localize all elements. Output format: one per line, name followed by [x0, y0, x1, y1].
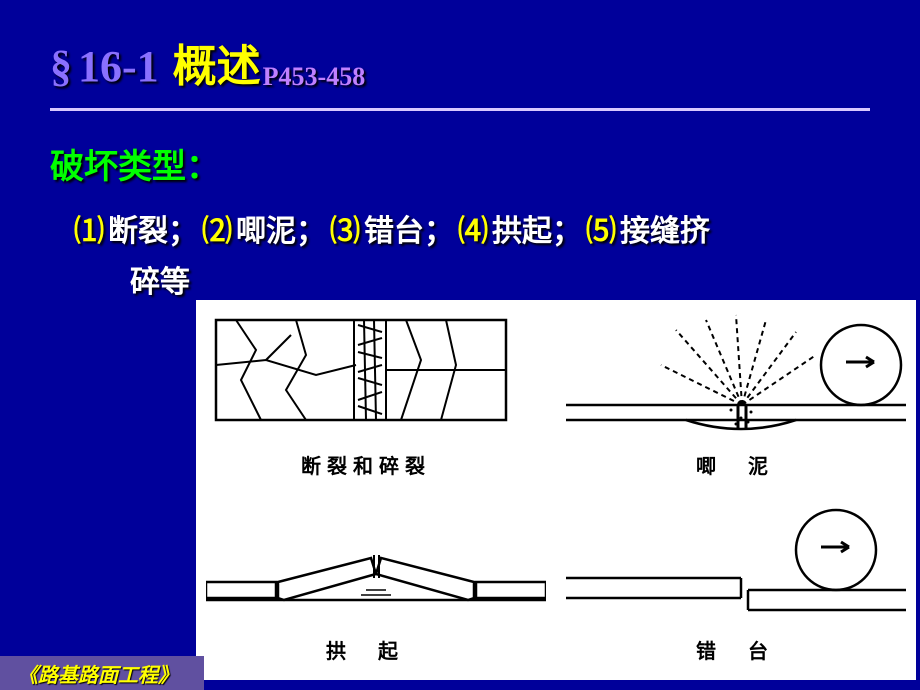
type-num-5: ⑸ — [586, 215, 616, 248]
types-list: ⑴ 断裂； ⑵ 唧泥； ⑶ 错台； ⑷ 拱起； ⑸ 接缝挤 碎等 — [0, 188, 830, 308]
type-item-5b: 碎等 — [130, 266, 190, 299]
caption-pumping: 唧 泥 — [696, 450, 774, 479]
faulting-svg — [566, 500, 906, 630]
caption-arching: 拱 起 — [326, 635, 404, 664]
section-symbol: § — [50, 41, 72, 92]
type-item-4: 拱起； — [492, 215, 582, 248]
diagram-cracking — [206, 310, 516, 440]
type-num-4: ⑷ — [458, 215, 488, 248]
caption-faulting: 错 台 — [696, 635, 774, 664]
type-num-2: ⑵ — [202, 215, 232, 248]
type-num-3: ⑶ — [330, 215, 360, 248]
type-item-5: 接缝挤 — [620, 215, 710, 248]
section-title: 概述 — [173, 30, 261, 94]
title-row: § 16-1 概述 P453-458 — [0, 0, 920, 94]
type-num-1: ⑴ — [74, 215, 104, 248]
section-number: 16-1 — [78, 41, 159, 92]
type-item-2: 唧泥； — [236, 215, 326, 248]
cracking-svg — [206, 310, 516, 440]
diagram-pumping — [566, 310, 906, 440]
type-item-3: 错台； — [364, 215, 454, 248]
diagram-area: 断裂和碎裂 — [196, 300, 916, 680]
footer-text: 《路基路面工程》 — [18, 659, 178, 688]
diagram-arching — [206, 500, 546, 630]
arching-svg — [206, 500, 546, 630]
caption-cracking: 断裂和碎裂 — [301, 450, 431, 479]
type-item-1: 断裂； — [108, 215, 198, 248]
pumping-svg — [566, 310, 906, 440]
page-ref: P453-458 — [263, 62, 366, 92]
footer-chip: 《路基路面工程》 — [0, 656, 204, 690]
diagram-faulting — [566, 500, 906, 630]
subtitle: 破坏类型： — [0, 111, 920, 188]
